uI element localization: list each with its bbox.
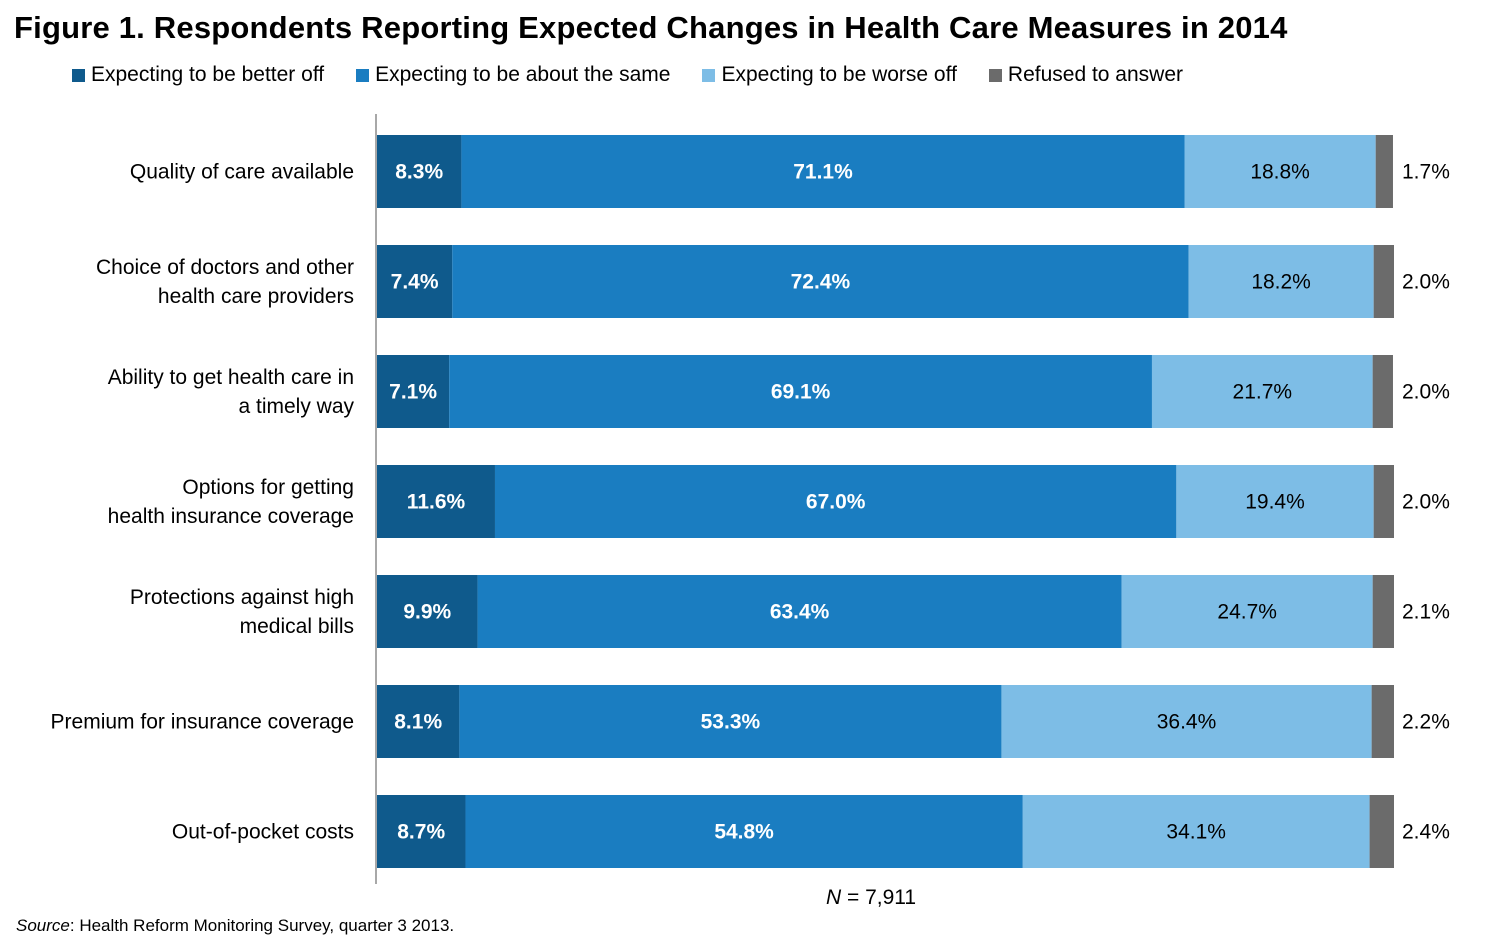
bar-ability-to-get-health-care-in-a-timely-way-refused-to-answer: [1372, 355, 1393, 428]
bar-choice-of-doctors-and-other-health-care-providers-expecting-to-be-better-off: [377, 245, 453, 318]
category-label-line: health insurance coverage: [108, 505, 354, 528]
chart-title: Figure 1. Respondents Reporting Expected…: [14, 10, 1288, 45]
category-label-options-for-getting-health-insurance-coverage: Options for getting health insurance cove…: [108, 476, 354, 528]
category-label-line: Quality of care available: [130, 161, 354, 184]
data-label-out-of-pocket-costs-expecting-to-be-worse-off: 34.1%: [1166, 821, 1226, 844]
category-label-line: medical bills: [240, 615, 354, 638]
legend-swatch-refused: [988, 68, 1002, 82]
bar-quality-of-care-available-refused-to-answer: [1375, 135, 1393, 208]
category-label-line: Out-of-pocket costs: [172, 821, 354, 844]
data-label-choice-of-doctors-and-other-health-care-providers-expecting-to-be-worse-off: 18.2%: [1251, 271, 1311, 294]
bar-choice-of-doctors-and-other-health-care-providers-expecting-to-be-worse-off: [1188, 245, 1374, 318]
category-label-line: Choice of doctors and other: [96, 256, 354, 279]
bar-choice-of-doctors-and-other-health-care-providers-refused-to-answer: [1373, 245, 1394, 318]
source-text: : Health Reform Monitoring Survey, quart…: [69, 916, 455, 935]
bar-options-for-getting-health-insurance-coverage-expecting-to-be-about-the-same: [494, 465, 1177, 538]
bar-ability-to-get-health-care-in-a-timely-way-expecting-to-be-about-the-same: [449, 355, 1152, 428]
category-label-quality-of-care-available: Quality of care available: [130, 161, 354, 184]
category-label-line: Protections against high: [130, 586, 354, 609]
bar-ability-to-get-health-care-in-a-timely-way-expecting-to-be-better-off: [377, 355, 450, 428]
legend-label-worse-off: Expecting to be worse off: [721, 63, 957, 86]
category-label-protections-against-high-medical-bills: Protections against high medical bills: [130, 586, 354, 638]
data-label-choice-of-doctors-and-other-health-care-providers-expecting-to-be-about-the-same: 72.4%: [791, 271, 851, 294]
legend-label-better-off: Expecting to be better off: [91, 63, 325, 86]
data-label-options-for-getting-health-insurance-coverage-refused-to-answer: 2.0%: [1402, 491, 1450, 514]
bar-premium-for-insurance-coverage-expecting-to-be-about-the-same: [459, 685, 1002, 758]
data-label-choice-of-doctors-and-other-health-care-providers-refused-to-answer: 2.0%: [1402, 271, 1450, 294]
category-label-line: a timely way: [238, 395, 354, 418]
data-label-quality-of-care-available-expecting-to-be-better-off: 8.3%: [395, 161, 443, 184]
data-label-premium-for-insurance-coverage-refused-to-answer: 2.2%: [1402, 711, 1450, 734]
legend-swatch-better-off: [72, 68, 85, 82]
legend-item-about-same: Expecting to be about the same: [356, 63, 670, 87]
data-label-out-of-pocket-costs-refused-to-answer: 2.4%: [1402, 821, 1450, 844]
data-label-options-for-getting-health-insurance-coverage-expecting-to-be-worse-off: 19.4%: [1245, 491, 1305, 514]
bar-premium-for-insurance-coverage-refused-to-answer: [1371, 685, 1394, 758]
data-label-protections-against-high-medical-bills-expecting-to-be-about-the-same: 63.4%: [770, 601, 830, 624]
legend-item-better-off: Expecting to be better off: [72, 63, 324, 87]
data-label-protections-against-high-medical-bills-expecting-to-be-better-off: 9.9%: [403, 601, 451, 624]
sample-size-symbol: N: [826, 886, 842, 909]
bar-protections-against-high-medical-bills-expecting-to-be-worse-off: [1121, 575, 1373, 648]
bar-premium-for-insurance-coverage-expecting-to-be-better-off: [377, 685, 460, 758]
data-label-ability-to-get-health-care-in-a-timely-way-refused-to-answer: 2.0%: [1402, 381, 1450, 404]
bar-out-of-pocket-costs-expecting-to-be-better-off: [377, 795, 466, 868]
sample-size-value: = 7,911: [841, 886, 917, 909]
data-label-out-of-pocket-costs-expecting-to-be-about-the-same: 54.8%: [714, 821, 774, 844]
bar-protections-against-high-medical-bills-expecting-to-be-about-the-same: [477, 575, 1122, 648]
data-label-options-for-getting-health-insurance-coverage-expecting-to-be-better-off: 11.6%: [407, 491, 466, 514]
data-label-choice-of-doctors-and-other-health-care-providers-expecting-to-be-better-off: 7.4%: [391, 271, 439, 294]
bar-protections-against-high-medical-bills-refused-to-answer: [1372, 575, 1394, 648]
bar-quality-of-care-available-expecting-to-be-about-the-same: [461, 135, 1185, 208]
data-label-protections-against-high-medical-bills-refused-to-answer: 2.1%: [1402, 601, 1450, 624]
bar-out-of-pocket-costs-expecting-to-be-about-the-same: [465, 795, 1023, 868]
legend-item-refused: Refused to answer: [988, 63, 1184, 87]
category-label-out-of-pocket-costs: Out-of-pocket costs: [172, 821, 354, 844]
bar-options-for-getting-health-insurance-coverage-expecting-to-be-better-off: [377, 465, 495, 538]
labels-layer: 8.3% 71.1% 18.8% 1.7% Quality of care availa…: [51, 161, 1450, 844]
legend-item-worse-off: Expecting to be worse off: [702, 63, 957, 87]
legend-label-about-same: Expecting to be about the same: [375, 63, 671, 86]
data-label-options-for-getting-health-insurance-coverage-expecting-to-be-about-the-same: 67.0%: [806, 491, 866, 514]
data-label-ability-to-get-health-care-in-a-timely-way-expecting-to-be-better-off: 7.1%: [389, 381, 437, 404]
legend: Expecting to be better off Expecting to …: [72, 62, 1215, 88]
bars-layer: [377, 135, 1394, 868]
legend-swatch-worse-off: [702, 68, 716, 82]
source-label: Source: [16, 916, 70, 935]
data-label-premium-for-insurance-coverage-expecting-to-be-about-the-same: 53.3%: [701, 711, 761, 734]
category-label-line: Options for getting: [182, 476, 354, 499]
bar-choice-of-doctors-and-other-health-care-providers-expecting-to-be-about-the-same: [452, 245, 1189, 318]
category-label-line: Premium for insurance coverage: [51, 711, 354, 734]
category-label-premium-for-insurance-coverage: Premium for insurance coverage: [51, 711, 354, 734]
bar-quality-of-care-available-expecting-to-be-worse-off: [1184, 135, 1376, 208]
legend-swatch-about-same: [356, 68, 370, 82]
bar-options-for-getting-health-insurance-coverage-refused-to-answer: [1373, 465, 1394, 538]
category-label-ability-to-get-health-care-in-a-timely-way: Ability to get health care in a timely wa…: [108, 366, 355, 418]
bar-out-of-pocket-costs-expecting-to-be-worse-off: [1022, 795, 1370, 868]
data-label-premium-for-insurance-coverage-expecting-to-be-worse-off: 36.4%: [1157, 711, 1217, 734]
source-note: Source: Health Reform Monitoring Survey,…: [16, 916, 454, 936]
legend-label-refused: Refused to answer: [1007, 63, 1184, 86]
data-label-quality-of-care-available-expecting-to-be-worse-off: 18.8%: [1250, 161, 1310, 184]
data-label-out-of-pocket-costs-expecting-to-be-better-off: 8.7%: [397, 821, 445, 844]
data-label-quality-of-care-available-refused-to-answer: 1.7%: [1402, 161, 1450, 184]
bar-quality-of-care-available-expecting-to-be-better-off: [377, 135, 462, 208]
bar-protections-against-high-medical-bills-expecting-to-be-better-off: [377, 575, 478, 648]
category-label-line: Ability to get health care in: [108, 366, 354, 389]
data-label-ability-to-get-health-care-in-a-timely-way-expecting-to-be-about-the-same: 69.1%: [771, 381, 831, 404]
sample-size-note: N = 7,911: [826, 886, 916, 910]
bar-premium-for-insurance-coverage-expecting-to-be-worse-off: [1001, 685, 1372, 758]
category-label-choice-of-doctors-and-other-health-care-providers: Choice of doctors and other health care p…: [96, 256, 354, 308]
bar-out-of-pocket-costs-refused-to-answer: [1369, 795, 1394, 868]
data-label-ability-to-get-health-care-in-a-timely-way-expecting-to-be-worse-off: 21.7%: [1233, 381, 1293, 404]
data-label-quality-of-care-available-expecting-to-be-about-the-same: 71.1%: [793, 161, 853, 184]
bar-ability-to-get-health-care-in-a-timely-way-expecting-to-be-worse-off: [1151, 355, 1373, 428]
category-label-line: health care providers: [158, 285, 354, 308]
bar-options-for-getting-health-insurance-coverage-expecting-to-be-worse-off: [1176, 465, 1374, 538]
data-label-protections-against-high-medical-bills-expecting-to-be-worse-off: 24.7%: [1217, 601, 1277, 624]
data-label-premium-for-insurance-coverage-expecting-to-be-better-off: 8.1%: [394, 711, 442, 734]
